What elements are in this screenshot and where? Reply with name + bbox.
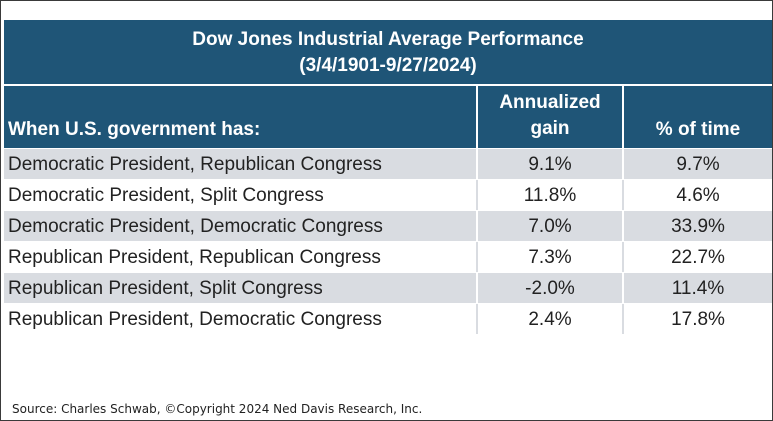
header-annualized-gain: Annualized gain xyxy=(476,86,622,148)
row-label: Democratic President, Split Congress xyxy=(8,185,324,206)
row-pct-time: 22.7% xyxy=(622,242,772,272)
row-label: Democratic President, Republican Congres… xyxy=(8,154,382,175)
table-row: Republican President, Democratic Congres… xyxy=(4,303,772,334)
source-note: Source: Charles Schwab, ©Copyright 2024 … xyxy=(12,402,423,416)
header-annualized-gain-text: Annualized gain xyxy=(499,92,601,139)
row-annualized-gain: 7.0% xyxy=(476,211,622,241)
row-annualized-gain: 9.1% xyxy=(476,149,622,179)
table-title-bar: Dow Jones Industrial Average Performance… xyxy=(4,20,772,86)
table-row: Democratic President, Split Congress 11.8… xyxy=(4,179,772,210)
header-annualized-gain-label: Annualized gain xyxy=(478,90,622,142)
table-row: Republican President, Split Congress -2.0… xyxy=(4,272,772,303)
row-label: Republican President, Democratic Congres… xyxy=(8,309,382,330)
header-pct-time: % of time xyxy=(622,86,772,148)
table-subtitle: (3/4/1901-9/27/2024) xyxy=(299,55,477,76)
header-pct-time-label: % of time xyxy=(655,119,741,140)
row-pct-time: 33.9% xyxy=(622,211,772,241)
row-pct-time: 11.4% xyxy=(622,273,772,303)
row-label: Republican President, Republican Congres… xyxy=(8,247,381,268)
row-annualized-gain: 2.4% xyxy=(476,304,622,334)
row-pct-time: 9.7% xyxy=(622,149,772,179)
row-label: Democratic President, Democratic Congres… xyxy=(8,216,383,237)
table-row: Republican President, Republican Congres… xyxy=(4,241,772,272)
row-pct-time: 4.6% xyxy=(622,180,772,210)
row-label: Republican President, Split Congress xyxy=(8,278,323,299)
row-annualized-gain: 11.8% xyxy=(476,180,622,210)
header-category: When U.S. government has: xyxy=(4,86,476,148)
row-annualized-gain: -2.0% xyxy=(476,273,622,303)
table-body: Democratic President, Republican Congres… xyxy=(4,148,772,334)
table-title: Dow Jones Industrial Average Performance xyxy=(192,29,584,50)
table-row: Democratic President, Republican Congres… xyxy=(4,148,772,179)
header-category-label: When U.S. government has: xyxy=(8,119,261,140)
row-annualized-gain: 7.3% xyxy=(476,242,622,272)
row-pct-time: 17.8% xyxy=(622,304,772,334)
table-row: Democratic President, Democratic Congres… xyxy=(4,210,772,241)
table-header-row: When U.S. government has: Annualized gai… xyxy=(4,86,772,148)
